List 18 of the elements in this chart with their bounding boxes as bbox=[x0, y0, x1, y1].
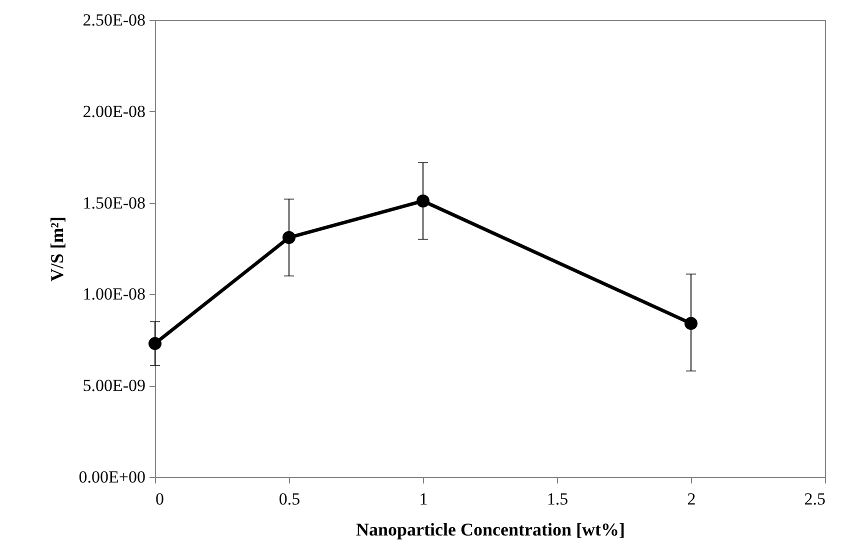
x-tick-label: 0.5 bbox=[278, 490, 300, 508]
x-tick-label: 1.5 bbox=[546, 490, 568, 508]
point bbox=[684, 316, 698, 330]
point bbox=[148, 337, 162, 350]
y-tick-label: 2.50E-08 bbox=[82, 10, 146, 30]
x-axis-title: Nanoparticle Concentration [wt%] bbox=[356, 520, 625, 540]
y-axis-title: V/S [m²] bbox=[46, 216, 67, 282]
x-tick-label: 2 bbox=[687, 490, 696, 508]
y-tick-label: 2.00E-08 bbox=[82, 102, 146, 121]
point bbox=[416, 194, 430, 208]
x-tick-label: 2.5 bbox=[804, 490, 826, 508]
x-tick-label: 0 bbox=[156, 490, 164, 508]
y-tick-label: 1.50E-08 bbox=[82, 193, 146, 212]
y-tick-label: 1.00E-08 bbox=[82, 284, 146, 304]
x-tick-label: 1 bbox=[419, 490, 428, 508]
y-tick-label: 0.00E+00 bbox=[78, 468, 146, 486]
y-tick-label: 5.00E-09 bbox=[82, 376, 146, 396]
point bbox=[282, 231, 296, 244]
